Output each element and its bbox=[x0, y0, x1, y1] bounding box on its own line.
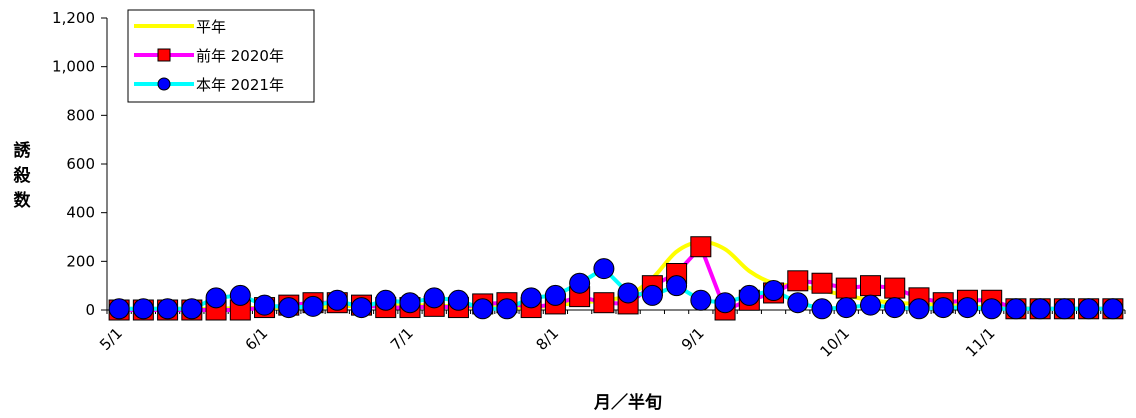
y-tick-label: 400 bbox=[66, 204, 95, 222]
data-point-circle bbox=[860, 294, 881, 316]
data-point-circle bbox=[981, 298, 1003, 320]
y-axis-title: 誘殺数 bbox=[13, 140, 32, 211]
data-point-square bbox=[787, 270, 809, 292]
y-tick-label: 1,200 bbox=[52, 9, 95, 27]
data-point-circle bbox=[763, 280, 785, 302]
y-tick-label: 1,000 bbox=[52, 58, 95, 76]
data-point-circle bbox=[738, 284, 760, 306]
data-point-circle bbox=[569, 272, 591, 294]
data-point-circle bbox=[641, 284, 663, 306]
y-tick-label: 0 bbox=[85, 301, 95, 319]
data-point-circle bbox=[714, 292, 736, 314]
x-axis-title: 月／半旬 bbox=[593, 392, 662, 413]
data-point-circle bbox=[932, 297, 954, 319]
legend-label: 本年 2021年 bbox=[196, 76, 284, 94]
legend-label: 前年 2020年 bbox=[196, 47, 284, 65]
y-axis-title-char: 数 bbox=[14, 190, 32, 211]
x-tick-label: 5/1 bbox=[96, 324, 126, 354]
data-point-circle bbox=[496, 298, 518, 320]
data-point-circle bbox=[956, 297, 978, 319]
data-point-circle bbox=[593, 258, 615, 280]
data-point-square bbox=[593, 292, 615, 314]
data-point-circle bbox=[399, 292, 421, 314]
data-point-circle bbox=[617, 282, 639, 304]
data-point-circle bbox=[884, 297, 906, 319]
data-point-circle bbox=[351, 297, 372, 319]
data-point-square bbox=[811, 272, 833, 294]
y-tick-label: 200 bbox=[66, 252, 95, 270]
legend-label: 平年 bbox=[196, 18, 226, 36]
series-layer bbox=[108, 236, 1124, 321]
y-tick-label: 800 bbox=[66, 106, 95, 124]
data-point-circle bbox=[132, 298, 154, 320]
data-point-square bbox=[860, 275, 881, 297]
x-tick-label: 11/1 bbox=[962, 324, 999, 361]
legend-marker-square bbox=[157, 48, 171, 62]
data-point-circle bbox=[157, 298, 179, 320]
data-point-circle bbox=[302, 295, 324, 317]
data-point-circle bbox=[690, 289, 712, 311]
data-point-circle bbox=[811, 298, 833, 320]
y-tick-label: 600 bbox=[66, 155, 95, 173]
data-point-circle bbox=[229, 284, 251, 306]
x-tick-label: 9/1 bbox=[678, 324, 708, 354]
x-tick-label: 6/1 bbox=[242, 324, 272, 354]
data-point-circle bbox=[278, 297, 300, 319]
y-axis-title-char: 殺 bbox=[13, 165, 32, 186]
y-axis-title-char: 誘 bbox=[14, 140, 32, 161]
data-point-square bbox=[690, 236, 712, 258]
data-point-circle bbox=[326, 289, 348, 311]
data-point-circle bbox=[835, 297, 857, 319]
data-point-circle bbox=[375, 289, 397, 311]
x-tick-label: 7/1 bbox=[387, 324, 417, 354]
data-point-circle bbox=[447, 289, 469, 311]
x-tick-label: 8/1 bbox=[532, 324, 562, 354]
legend-marker-circle bbox=[157, 77, 171, 91]
data-point-circle bbox=[908, 298, 930, 320]
data-point-square bbox=[884, 277, 906, 299]
data-point-square bbox=[835, 277, 857, 299]
data-point-circle bbox=[666, 275, 688, 297]
data-point-circle bbox=[1078, 298, 1100, 320]
x-tick-label: 10/1 bbox=[817, 324, 854, 361]
data-point-circle bbox=[423, 287, 445, 309]
data-point-circle bbox=[181, 298, 203, 320]
data-point-circle bbox=[1053, 298, 1075, 320]
data-point-circle bbox=[472, 298, 494, 320]
data-point-circle bbox=[1029, 298, 1051, 320]
data-point-circle bbox=[544, 284, 566, 306]
data-point-circle bbox=[254, 294, 276, 316]
data-point-circle bbox=[1102, 298, 1124, 320]
data-point-circle bbox=[1005, 298, 1027, 320]
data-point-circle bbox=[520, 287, 542, 309]
data-point-circle bbox=[205, 287, 227, 309]
data-point-circle bbox=[108, 298, 130, 320]
data-point-circle bbox=[787, 292, 809, 314]
